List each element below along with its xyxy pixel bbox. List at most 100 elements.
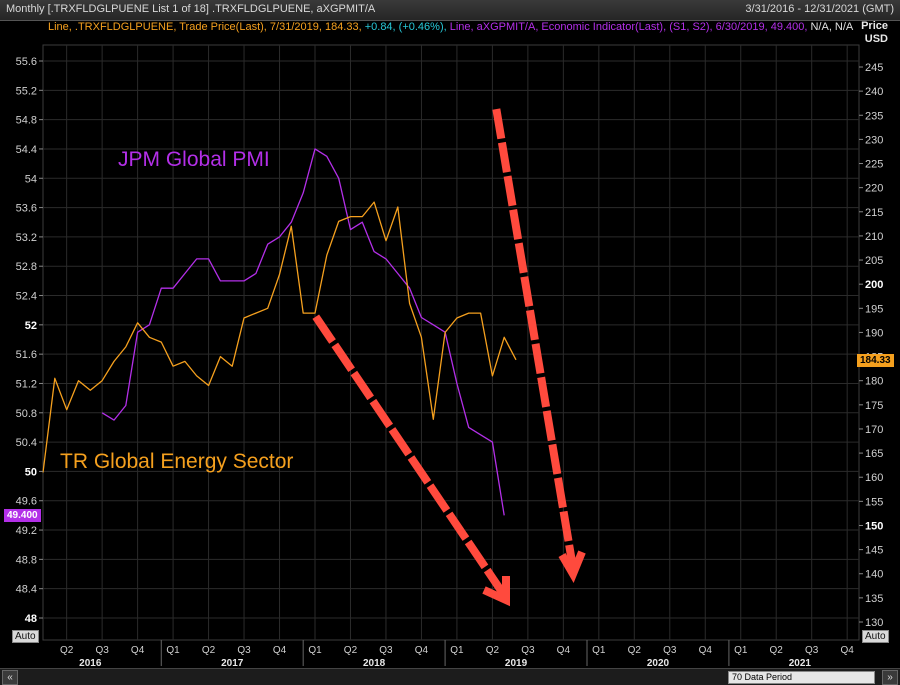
quarter-tick-label: Q2 <box>344 645 358 656</box>
quarter-tick-label: Q4 <box>841 645 855 656</box>
left-tick-label: 53.2 <box>16 232 37 244</box>
right-tick-label: 195 <box>865 303 883 315</box>
na-text: N/A, N/A <box>810 21 854 33</box>
quarter-tick-label: Q3 <box>663 645 677 656</box>
quarter-tick-label: Q3 <box>521 645 535 656</box>
right-tick-label: 155 <box>865 496 883 508</box>
plot-frame <box>42 44 860 641</box>
left-tick-label: 48.4 <box>16 584 37 596</box>
pmi-legend-text[interactable]: Line, aXGPMIT/A, Economic Indicator(Last… <box>449 21 808 33</box>
trend-arrow-right <box>492 108 578 573</box>
right-tick-label: 170 <box>865 424 883 436</box>
year-label: 2017 <box>221 658 244 668</box>
pmi-series-line <box>101 148 505 516</box>
trend-arrow-middle <box>312 314 508 598</box>
quarter-tick-label: Q1 <box>308 645 322 656</box>
grid-layer <box>42 44 860 641</box>
left-tick-label: 51.6 <box>16 349 37 361</box>
year-label: 2021 <box>789 658 812 668</box>
right-tick-label: 145 <box>865 545 883 557</box>
left-tick-label: 54.8 <box>16 115 37 127</box>
title-bar: Monthly [.TRXFLDGLPUENE List 1 of 18] .T… <box>0 0 900 21</box>
quarter-tick-label: Q2 <box>486 645 500 656</box>
left-tick-label: 52.8 <box>16 261 37 273</box>
right-tick-label: 190 <box>865 327 883 339</box>
series-legend: Line, .TRXFLDGLPUENE, Trade Price(Last),… <box>48 21 853 33</box>
data-period-selector[interactable]: 70 Data Period <box>728 671 875 684</box>
left-tick-label: 51.2 <box>16 378 37 390</box>
left-tick-label: 50 <box>25 466 37 478</box>
right-tick-label: 150 <box>865 520 883 532</box>
left-tick-label: 48 <box>25 613 37 625</box>
quarter-tick-label: Q1 <box>592 645 606 656</box>
year-label: 2020 <box>647 658 670 668</box>
quarter-tick-label: Q2 <box>202 645 216 656</box>
quarter-tick-label: Q1 <box>450 645 464 656</box>
trend-arrows <box>312 108 586 607</box>
date-range: 3/31/2016 - 12/31/2021 (GMT) <box>745 3 894 15</box>
right-tick-label: 130 <box>865 617 883 629</box>
left-tick-label: 52 <box>25 320 37 332</box>
energy-change-text: +0.84, (+0.46%), <box>364 21 447 33</box>
pmi-annotation: JPM Global PMI <box>118 148 270 171</box>
quarter-tick-label: Q3 <box>237 645 251 656</box>
x-axis-ticks: Q2 Q3 Q4 Q1 Q2 Q3 Q4 Q1 Q2 Q3 Q4 Q1 Q2 Q3 Q4 Q1 Q2 Q3 Q4 Q1… <box>60 640 854 668</box>
quarter-tick-label: Q1 <box>166 645 180 656</box>
energy-legend-text[interactable]: Line, .TRXFLDGLPUENE, Trade Price(Last),… <box>48 21 362 33</box>
year-label: 2019 <box>505 658 528 668</box>
left-tick-label: 50.8 <box>16 408 37 420</box>
chart-title: Monthly [.TRXFLDGLPUENE List 1 of 18] .T… <box>6 3 376 15</box>
right-axis-unit-price: Price <box>861 20 888 32</box>
pmi-last-value-tag: 49.400 <box>4 509 41 522</box>
left-tick-label: 54 <box>25 173 37 185</box>
left-tick-label: 54.4 <box>16 144 37 156</box>
quarter-tick-label: Q3 <box>379 645 393 656</box>
left-tick-label: 50.4 <box>16 437 37 449</box>
quarter-tick-label: Q2 <box>770 645 784 656</box>
left-tick-label: 52.4 <box>16 291 37 303</box>
right-tick-label: 220 <box>865 183 883 195</box>
chart-area[interactable]: 55.6 55.2 54.8 54.4 54 53.6 53.2 52.8 52.4 52 51.6… <box>0 0 900 668</box>
quarter-tick-label: Q3 <box>95 645 109 656</box>
right-tick-label: 210 <box>865 231 883 243</box>
right-tick-label: 160 <box>865 472 883 484</box>
right-axis-auto-button[interactable]: Auto <box>862 630 889 643</box>
right-tick-label: 180 <box>865 376 883 388</box>
quarter-tick-label: Q4 <box>131 645 145 656</box>
right-tick-label: 140 <box>865 569 883 581</box>
year-label: 2016 <box>79 658 102 668</box>
left-tick-label: 55.6 <box>16 56 37 68</box>
scroll-left-button[interactable]: « <box>2 670 18 685</box>
time-scrollbar[interactable]: « 70 Data Period » <box>0 668 900 685</box>
right-tick-label: 245 <box>865 62 883 74</box>
right-axis-unit-usd: USD <box>864 33 888 45</box>
right-tick-label: 215 <box>865 207 883 219</box>
energy-annotation: TR Global Energy Sector <box>60 450 293 473</box>
quarter-tick-label: Q4 <box>699 645 713 656</box>
right-tick-label: 135 <box>865 593 883 605</box>
quarter-tick-label: Q4 <box>415 645 429 656</box>
trend-arrow-middle-head <box>482 576 510 607</box>
right-tick-label: 225 <box>865 159 883 171</box>
year-label: 2018 <box>363 658 386 668</box>
quarter-tick-label: Q1 <box>734 645 748 656</box>
right-tick-label: 240 <box>865 86 883 98</box>
series-layer <box>42 148 517 516</box>
quarter-tick-label: Q2 <box>60 645 74 656</box>
energy-series-line <box>42 201 517 473</box>
right-tick-label: 205 <box>865 255 883 267</box>
quarter-tick-label: Q4 <box>557 645 571 656</box>
right-tick-label: 235 <box>865 110 883 122</box>
left-axis-auto-button[interactable]: Auto <box>12 630 39 643</box>
left-tick-label: 48.8 <box>16 554 37 566</box>
scroll-right-button[interactable]: » <box>882 670 898 685</box>
right-axis-ticks: 2452402352302252202152102052001951901851… <box>859 62 883 629</box>
right-tick-label: 175 <box>865 400 883 412</box>
quarter-tick-label: Q4 <box>273 645 287 656</box>
left-tick-label: 55.2 <box>16 85 37 97</box>
right-tick-label: 165 <box>865 448 883 460</box>
left-tick-label: 49.6 <box>16 496 37 508</box>
right-tick-label: 230 <box>865 134 883 146</box>
left-axis-ticks: 55.6 55.2 54.8 54.4 54 53.6 53.2 52.8 52.4 52 51.6… <box>16 56 43 625</box>
quarter-tick-label: Q3 <box>805 645 819 656</box>
